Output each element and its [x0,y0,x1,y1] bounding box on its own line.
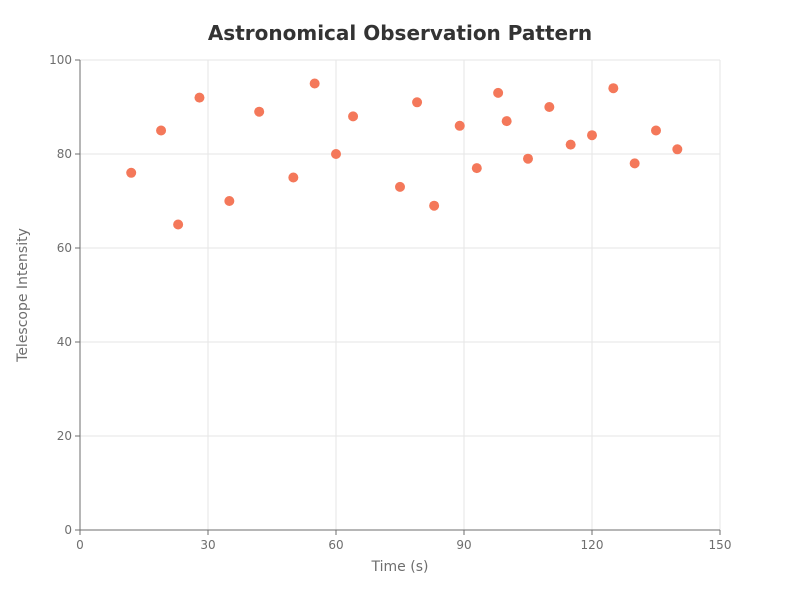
data-point [501,116,512,127]
data-point [608,83,619,94]
y-tick-label: 80 [57,147,72,161]
data-point [493,87,504,98]
data-point [544,102,555,112]
data-point [565,139,576,150]
data-point [672,144,683,155]
data-point [587,130,597,141]
axes [75,59,721,535]
x-tick-label: 120 [581,538,604,552]
data-point [523,153,533,164]
data-point [288,172,299,183]
chart-title: Astronomical Observation Pattern [208,21,592,45]
y-tick-label: 60 [57,241,72,255]
y-tick-label: 0 [64,523,72,537]
grid-lines [80,59,721,530]
data-point [309,78,320,89]
tick-labels: 0 20 40 60 80 100 0 30 60 90 120 150 [49,53,731,552]
data-point [471,163,482,174]
data-point [629,158,640,169]
data-point [254,106,265,117]
data-point [173,219,184,230]
x-tick-label: 30 [200,538,215,552]
data-point [395,181,405,192]
y-tick-label: 20 [57,429,72,443]
data-point [126,167,137,178]
x-tick-label: 150 [709,538,732,552]
data-point [429,200,440,211]
data-points [126,78,683,230]
x-tick-label: 60 [328,538,343,552]
x-tick-label: 90 [456,538,471,552]
data-point [194,92,205,103]
data-point [156,125,167,136]
data-point [348,111,359,122]
x-tick-label: 0 [76,538,84,552]
data-point [412,97,423,108]
data-point [454,120,465,131]
y-axis-label: Telescope Intensity [15,228,31,363]
y-tick-label: 40 [57,335,72,349]
data-point [651,125,661,136]
y-tick-label: 100 [49,53,72,67]
data-point [331,149,341,159]
data-point [224,196,235,206]
x-axis-label: Time (s) [371,559,429,575]
